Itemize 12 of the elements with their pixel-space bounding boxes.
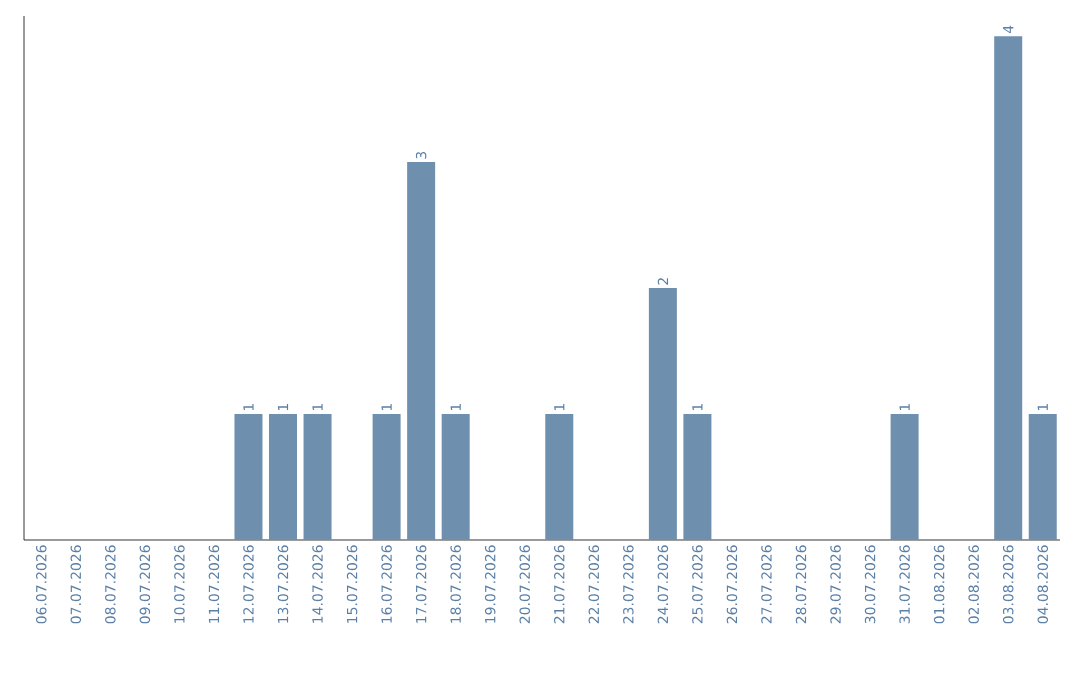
bar <box>372 414 401 540</box>
bar <box>683 414 712 540</box>
bar <box>648 288 677 540</box>
bar <box>269 414 297 540</box>
bar <box>407 162 436 540</box>
bar <box>545 414 574 540</box>
bar <box>890 414 919 540</box>
bar <box>441 414 470 540</box>
bar <box>1028 414 1057 540</box>
bar <box>234 414 263 540</box>
bar <box>994 36 1023 540</box>
bar <box>303 414 332 540</box>
